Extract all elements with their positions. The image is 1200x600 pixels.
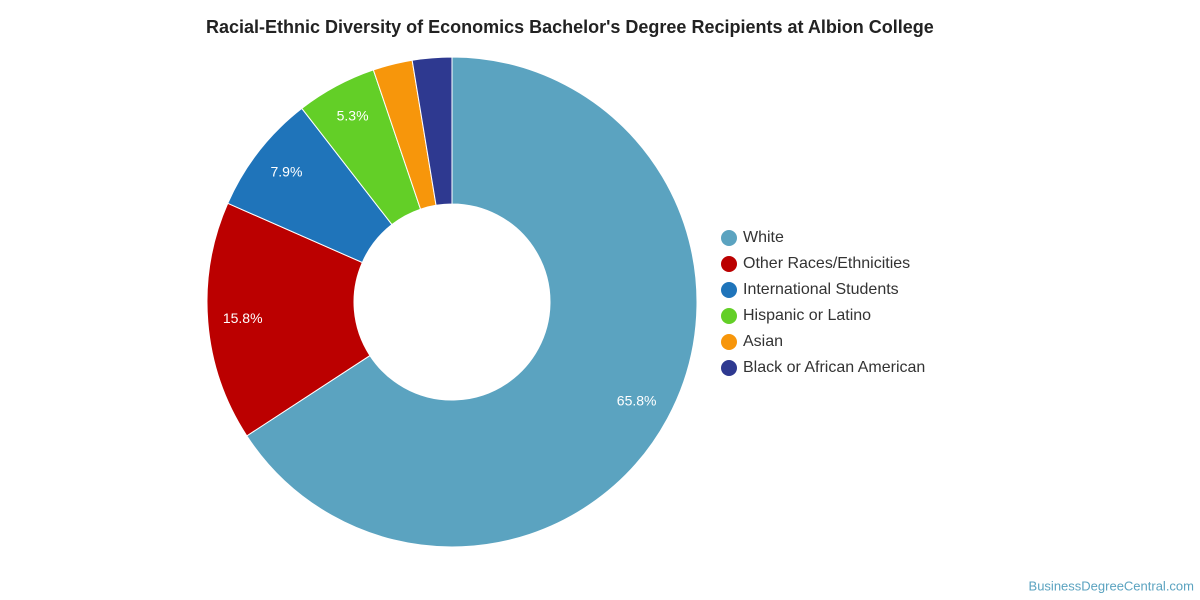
- value-label: 65.8%: [617, 393, 657, 409]
- value-label: 7.9%: [271, 163, 303, 179]
- legend-marker: [721, 256, 737, 272]
- donut-slice: [246, 56, 698, 548]
- legend-label: Other Races/Ethnicities: [743, 255, 910, 272]
- value-label: 15.8%: [223, 310, 263, 326]
- legend-label: Black or African American: [743, 359, 925, 376]
- chart-title: Racial-Ethnic Diversity of Economics Bac…: [206, 17, 934, 37]
- legend-label: White: [743, 229, 784, 246]
- legend-label: Asian: [743, 333, 783, 350]
- legend-marker: [721, 282, 737, 298]
- legend-marker: [721, 360, 737, 376]
- donut-slice: [206, 202, 371, 437]
- source: BusinessDegreeCentral.com: [1029, 578, 1194, 593]
- legend-label: International Students: [743, 281, 899, 298]
- legend-marker: [721, 308, 737, 324]
- legend-marker: [721, 230, 737, 246]
- legend-marker: [721, 334, 737, 350]
- donut-slice: [411, 56, 453, 206]
- value-label: 5.3%: [337, 108, 369, 124]
- legend-label: Hispanic or Latino: [743, 307, 871, 324]
